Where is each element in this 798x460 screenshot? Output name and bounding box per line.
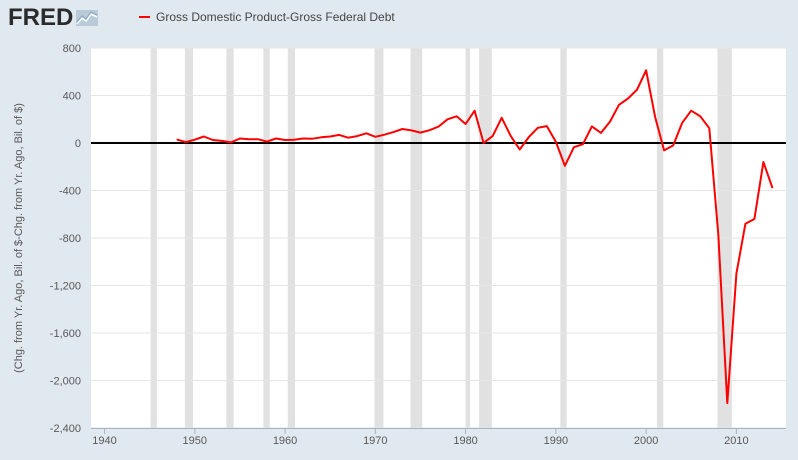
- y-tick-label: 800: [63, 43, 81, 55]
- x-tick-label: 1960: [273, 435, 297, 447]
- y-axis-label: (Chg. from Yr. Ago, Bil. of $-Chg. from …: [13, 103, 25, 373]
- fred-chart-icon: [76, 10, 99, 26]
- x-tick-label: 1970: [363, 435, 387, 447]
- series-layer: [176, 69, 774, 405]
- x-tick-label: 1980: [453, 435, 477, 447]
- fred-logo[interactable]: FRED: [8, 4, 99, 32]
- x-tick-label: 1950: [183, 435, 207, 447]
- y-tick-label: -400: [59, 186, 81, 198]
- axis-layer: -2,400 -2,000 -1,600 -1,200 -800 -400 0 400 800 1…: [50, 43, 786, 447]
- y-tick-label: -1,200: [50, 281, 81, 293]
- y-tick-label: 0: [75, 138, 81, 150]
- y-tick-label: -2,000: [50, 376, 81, 388]
- x-tick-label: 1990: [544, 435, 568, 447]
- y-tick-label: -1,600: [50, 328, 81, 340]
- x-tick-label: 1940: [92, 435, 116, 447]
- x-tick-label: 2010: [724, 435, 748, 447]
- y-tick-label: -800: [59, 233, 81, 245]
- x-tick-label: 2000: [634, 435, 658, 447]
- y-tick-label: 400: [63, 91, 81, 103]
- legend-label: Gross Domestic Product-Gross Federal Deb…: [156, 10, 395, 24]
- fred-logo-text: FRED: [8, 4, 74, 31]
- series-line[interactable]: [176, 69, 774, 405]
- y-tick-label: -2,400: [50, 423, 81, 435]
- legend[interactable]: Gross Domestic Product-Gross Federal Deb…: [139, 10, 395, 24]
